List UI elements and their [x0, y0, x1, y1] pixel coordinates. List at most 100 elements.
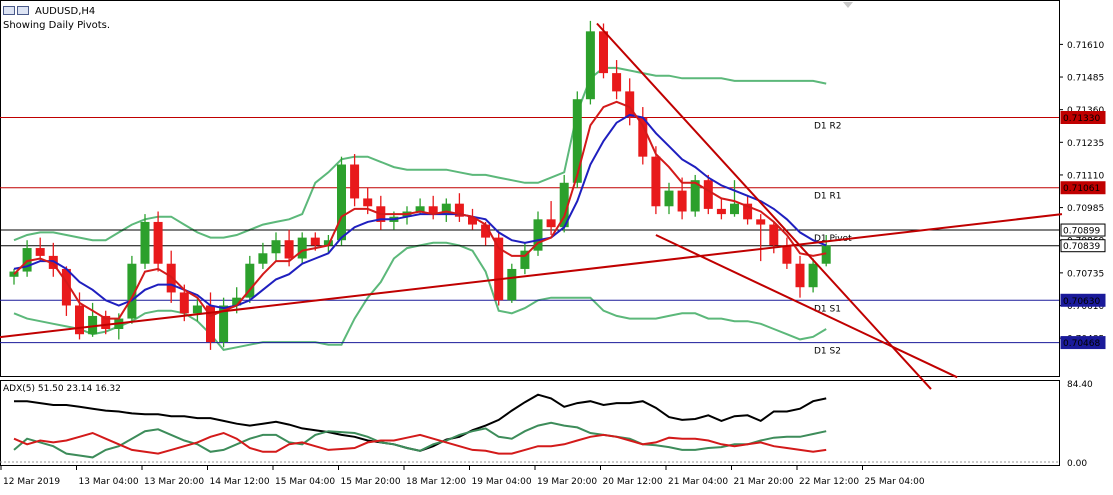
bear-candle[interactable]: [546, 219, 556, 228]
pivot-price-tag: [1060, 111, 1106, 124]
bear-candle[interactable]: [494, 237, 504, 301]
pivot-price-tag-text: 0.70630: [1063, 297, 1100, 307]
bull-candle[interactable]: [808, 263, 818, 288]
price-axis-label: 0.70985: [1067, 204, 1104, 214]
bull-candle[interactable]: [337, 164, 346, 241]
time-axis-label: 18 Mar 12:00: [406, 477, 466, 487]
bull-candle[interactable]: [533, 219, 543, 251]
bear-candle[interactable]: [599, 31, 608, 74]
trendline[interactable]: [655, 234, 958, 379]
trendline[interactable]: [0, 213, 1063, 373]
time-axis-label: 13 Mar 20:00: [144, 477, 204, 487]
bear-candle[interactable]: [75, 305, 84, 335]
bear-candle[interactable]: [101, 315, 111, 329]
bull-candle[interactable]: [232, 297, 242, 306]
bull-candle[interactable]: [507, 268, 517, 301]
price-axis-label: 0.70610: [1067, 302, 1104, 312]
pivot-price-tag-text: 0.70899: [1063, 227, 1100, 237]
bull-candle[interactable]: [664, 190, 674, 207]
bull-candle[interactable]: [441, 203, 451, 215]
bull-candle[interactable]: [140, 221, 150, 264]
current-price-tag-text: 0.70839: [1063, 242, 1100, 252]
time-axis-label: 15 Mar 20:00: [341, 477, 401, 487]
price-axis-label: 0.70735: [1067, 269, 1104, 279]
time-axis-label: 21 Mar 20:00: [734, 477, 794, 487]
time-axis-label: 19 Mar 04:00: [472, 477, 532, 487]
price-axis-label: 0.71110: [1067, 171, 1104, 181]
bear-candle[interactable]: [703, 180, 713, 209]
bear-candle[interactable]: [363, 198, 373, 207]
bear-candle[interactable]: [716, 208, 726, 215]
pivot-label: D1 R1: [814, 192, 842, 202]
bear-candle[interactable]: [153, 221, 163, 264]
bull-candle[interactable]: [520, 250, 530, 269]
pivot-price-tag: [1060, 181, 1106, 195]
price-axis-label: 0.71610: [1067, 41, 1104, 51]
bull-candle[interactable]: [821, 245, 831, 264]
bull-candle[interactable]: [245, 263, 255, 298]
bear-candle[interactable]: [756, 219, 766, 225]
time-axis-label: 15 Mar 04:00: [275, 477, 335, 487]
shift-marker-icon[interactable]: [843, 2, 853, 8]
bear-candle[interactable]: [428, 206, 438, 215]
bear-candle[interactable]: [284, 240, 294, 259]
time-axis-label: 20 Mar 12:00: [603, 477, 663, 487]
chart-header: AUDUSD,H4 Showing Daily Pivots.: [3, 4, 110, 31]
bear-candle[interactable]: [481, 224, 491, 238]
bear-candle[interactable]: [61, 268, 71, 306]
trendline[interactable]: [596, 22, 932, 390]
minus-di-line: [13, 431, 827, 455]
bull-candle[interactable]: [690, 180, 700, 212]
adx-axis-top: 84.40: [1067, 380, 1093, 390]
adx-line: [14, 393, 827, 452]
bear-candle[interactable]: [468, 216, 477, 225]
pivot-price-tag: [1060, 336, 1106, 350]
bull-candle[interactable]: [22, 248, 32, 272]
bear-candle[interactable]: [795, 263, 805, 288]
adx-indicator-label: ADX(5) 51.50 23.14 16.32: [3, 384, 121, 394]
bear-candle[interactable]: [35, 248, 45, 256]
pivot-price-tag-text: 0.70468: [1063, 339, 1100, 349]
bear-candle[interactable]: [48, 255, 58, 269]
price-axis-label: 0.71485: [1067, 74, 1104, 84]
bear-candle[interactable]: [743, 203, 753, 220]
pivot-price-tag: [1060, 223, 1106, 237]
bull-candle[interactable]: [415, 206, 425, 212]
bear-candle[interactable]: [612, 73, 622, 92]
indicator-panel-frame: [0, 380, 1060, 466]
time-axis-label: 19 Mar 20:00: [537, 477, 597, 487]
bear-candle[interactable]: [310, 237, 320, 246]
bear-candle[interactable]: [454, 203, 464, 217]
blue-moving-average: [13, 113, 827, 310]
bull-candle[interactable]: [258, 253, 268, 264]
red-moving-average: [13, 100, 827, 320]
bear-candle[interactable]: [782, 245, 792, 264]
window-icon[interactable]: [3, 6, 31, 16]
bull-candle[interactable]: [559, 182, 569, 228]
time-axis-label: 25 Mar 04:00: [865, 477, 925, 487]
bear-candle[interactable]: [179, 292, 189, 314]
pivot-price-tag-text: 0.71330: [1063, 114, 1100, 124]
bull-candle[interactable]: [192, 305, 202, 314]
bull-candle[interactable]: [127, 263, 137, 319]
bear-candle[interactable]: [350, 164, 360, 199]
bear-candle[interactable]: [677, 190, 687, 212]
bear-candle[interactable]: [769, 224, 779, 246]
bull-candle[interactable]: [730, 203, 739, 215]
bear-candle[interactable]: [206, 305, 215, 343]
bull-candle[interactable]: [88, 315, 98, 335]
bollinger-upper-line: [13, 66, 827, 242]
bear-candle[interactable]: [625, 91, 635, 118]
plus-di-line: [13, 421, 827, 459]
bull-candle[interactable]: [323, 240, 333, 246]
pivot-label: D1 Pivot: [814, 234, 852, 244]
bull-candle[interactable]: [572, 99, 582, 183]
bear-candle[interactable]: [638, 117, 648, 157]
bull-candle[interactable]: [271, 240, 281, 254]
bull-candle[interactable]: [219, 305, 229, 343]
bear-candle[interactable]: [651, 156, 661, 207]
bull-candle[interactable]: [297, 237, 307, 259]
bull-candle[interactable]: [585, 31, 595, 100]
time-axis-label: 14 Mar 12:00: [210, 477, 270, 487]
